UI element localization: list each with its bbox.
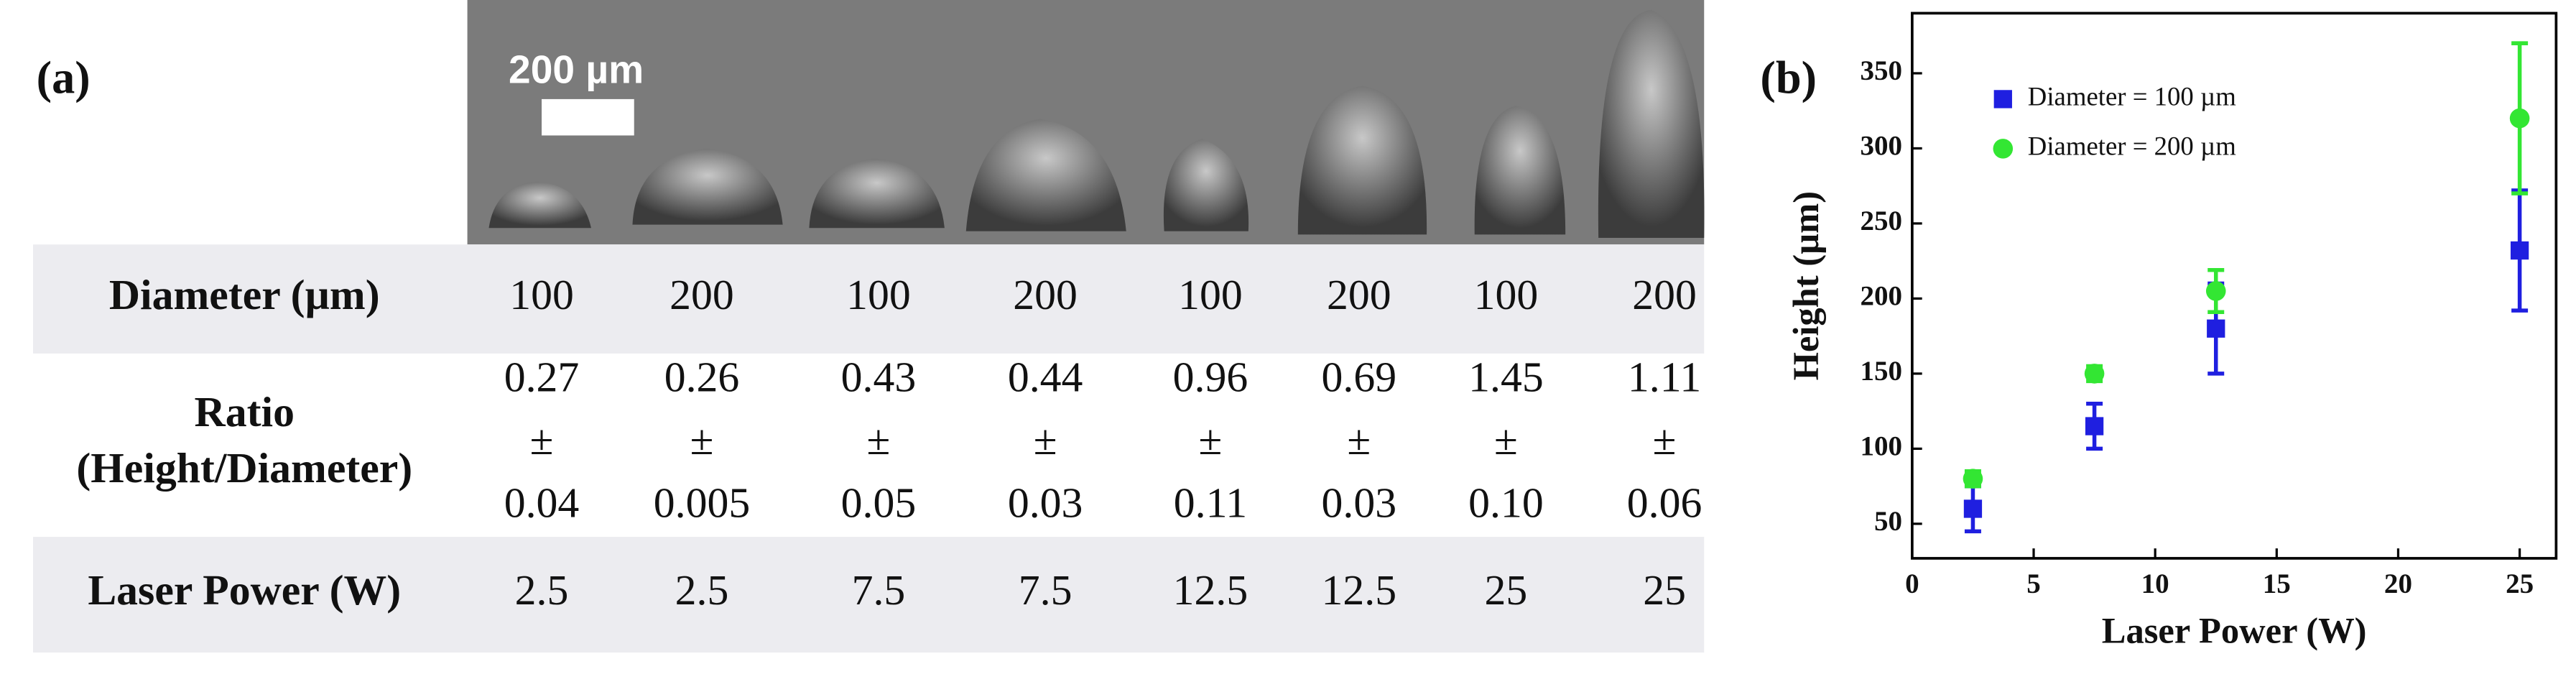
y-tick-label: 200 xyxy=(1860,280,1902,311)
panel-label: (b) xyxy=(1760,52,1817,103)
x-axis-label: Laser Power (W) xyxy=(2102,610,2367,650)
cell: ± xyxy=(1199,416,1223,464)
cell: 0.03 xyxy=(1008,479,1083,526)
cell: ± xyxy=(1653,416,1677,464)
cell: 100 xyxy=(846,271,911,318)
x-tick-label: 25 xyxy=(2506,568,2534,599)
cell: ± xyxy=(1494,416,1518,464)
x-tick-label: 10 xyxy=(2141,568,2169,599)
point xyxy=(1963,499,1983,518)
cell: 0.43 xyxy=(841,354,917,401)
cell: 0.04 xyxy=(504,479,580,526)
cell: ± xyxy=(867,416,891,464)
cell: 0.10 xyxy=(1468,479,1544,526)
y-tick-label: 150 xyxy=(1860,356,1902,387)
legend-marker xyxy=(1993,90,2012,109)
legend-label: Diameter = 100 µm xyxy=(2028,81,2236,111)
cell: 200 xyxy=(670,271,734,318)
cell: 0.44 xyxy=(1008,354,1083,401)
point xyxy=(2084,364,2105,384)
y-tick-label: 100 xyxy=(1860,430,1902,461)
cell: 0.96 xyxy=(1173,354,1248,401)
plot-frame xyxy=(1911,11,2558,560)
cell: 100 xyxy=(1178,271,1243,318)
y-tick-label: 350 xyxy=(1860,55,1902,86)
point xyxy=(2509,108,2530,129)
y-tick-label: 300 xyxy=(1860,130,1902,161)
cell: 0.69 xyxy=(1322,354,1397,401)
point xyxy=(2085,417,2104,435)
cell: ± xyxy=(1347,416,1371,464)
cell: 7.5 xyxy=(852,566,906,614)
scale-bar-label: 200 µm xyxy=(509,47,644,92)
row-label: Diameter (µm) xyxy=(109,271,380,318)
point xyxy=(2205,281,2226,301)
table: Diameter (µm) 100 200 100 200 100 200 100 200 Rat… xyxy=(76,271,1702,614)
cell: 0.26 xyxy=(664,354,740,401)
cell: 0.03 xyxy=(1322,479,1397,526)
cell: 2.5 xyxy=(675,566,729,614)
scale-bar xyxy=(542,98,634,136)
y-tick-label: 50 xyxy=(1874,506,1902,537)
point xyxy=(2510,241,2529,260)
legend-label: Diameter = 200 µm xyxy=(2028,131,2236,160)
cell: 25 xyxy=(1643,566,1686,614)
cell: 200 xyxy=(1632,271,1697,318)
point xyxy=(1963,469,1983,489)
cell: 200 xyxy=(1013,271,1078,318)
cell: 2.5 xyxy=(515,566,569,614)
cell: 0.06 xyxy=(1627,479,1702,526)
chart: (b) 0 5 10 15 20 25 50 100 150 200 250 300 350 Laser P… xyxy=(1760,11,2558,650)
cell: 100 xyxy=(1474,271,1539,318)
cell: 0.05 xyxy=(841,479,917,526)
cell: 25 xyxy=(1485,566,1528,614)
cell: 1.45 xyxy=(1468,354,1544,401)
row-label: (Height/Diameter) xyxy=(76,444,412,492)
row-label: Laser Power (W) xyxy=(88,566,401,614)
row-label: Ratio xyxy=(195,388,295,435)
legend-marker xyxy=(1993,139,2014,159)
cell: 0.27 xyxy=(504,354,580,401)
cell: ± xyxy=(1034,416,1057,464)
cell: 7.5 xyxy=(1019,566,1072,614)
cell: 12.5 xyxy=(1173,566,1248,614)
y-tick-label: 250 xyxy=(1860,206,1902,236)
x-tick-label: 20 xyxy=(2384,568,2412,599)
cell: ± xyxy=(690,416,714,464)
cell: ± xyxy=(530,416,554,464)
cell: 1.11 xyxy=(1628,354,1701,401)
x-tick-label: 5 xyxy=(2026,568,2041,599)
point xyxy=(2207,319,2225,338)
sem-images xyxy=(488,9,1705,239)
panel-label: (a) xyxy=(37,52,91,103)
cell: 100 xyxy=(509,271,574,318)
row-bg xyxy=(33,537,1705,653)
cell: 200 xyxy=(1327,271,1391,318)
x-tick-label: 0 xyxy=(1905,568,1919,599)
y-axis-label: Height (µm) xyxy=(1786,191,1826,381)
cell: 12.5 xyxy=(1322,566,1397,614)
x-tick-label: 15 xyxy=(2263,568,2291,599)
row-bg xyxy=(33,244,1705,354)
cell: 0.11 xyxy=(1174,479,1247,526)
cell: 0.005 xyxy=(654,479,750,526)
